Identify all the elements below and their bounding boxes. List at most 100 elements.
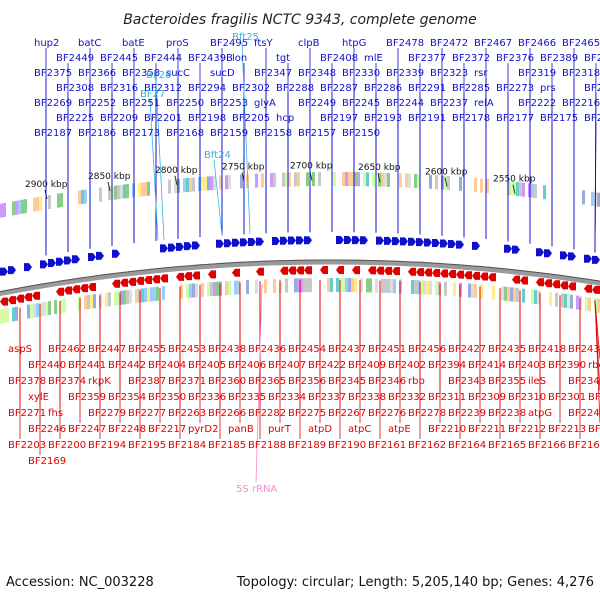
feature-bar-upper <box>507 181 510 196</box>
feature-bar-lower <box>435 281 438 296</box>
feature-bar-lower <box>555 292 558 307</box>
reverse-gene-label: BF2167 <box>568 440 600 451</box>
forward-gene-label: BF2253 <box>210 98 248 109</box>
kbp-tick-mark <box>174 175 178 185</box>
feature-bar-lower <box>567 294 570 309</box>
feature-bar-upper <box>486 179 489 194</box>
reverse-gene-label: BF2162 <box>408 440 446 451</box>
reverse-gene-arrow <box>16 294 24 303</box>
feature-bar-lower <box>0 309 3 324</box>
feature-bar-lower <box>510 287 513 302</box>
feature-bar-upper <box>372 172 375 187</box>
reverse-gene-label: BF2277 <box>128 408 166 419</box>
forward-gene-label: BF2319 <box>518 68 556 79</box>
reverse-gene-label: BF2440 <box>28 360 66 371</box>
forward-gene-arrow <box>296 236 304 245</box>
feature-bar-lower <box>129 289 132 304</box>
feature-bar-lower <box>306 278 309 293</box>
feature-bar-lower <box>135 289 138 304</box>
backbone-edge <box>0 259 600 293</box>
trna-leader <box>155 79 165 241</box>
feature-bar-lower <box>180 284 183 299</box>
reverse-gene-arrow <box>176 272 184 281</box>
forward-gene-label: BF2159 <box>210 128 248 139</box>
feature-bar-upper <box>240 174 243 189</box>
reverse-gene-label: BF2267 <box>328 408 366 419</box>
feature-bar-upper <box>351 172 354 187</box>
genome-backbone <box>0 259 600 297</box>
reverse-gene-label: rkpK <box>88 376 111 387</box>
feature-bar-lower <box>531 289 534 304</box>
reverse-gene-label: BF2212 <box>508 424 546 435</box>
feature-bar-lower <box>162 286 165 301</box>
feature-bar-lower <box>273 278 276 293</box>
feature-bar-lower <box>480 284 483 299</box>
feature-bar-lower <box>345 278 348 293</box>
feature-bar-lower <box>348 278 351 293</box>
reverse-gene-label: BF2405 <box>188 360 226 371</box>
forward-gene-arrow <box>344 236 352 245</box>
feature-bar-upper <box>3 203 6 218</box>
feature-bar-upper <box>513 181 516 196</box>
reverse-gene-label: BF2199 <box>588 424 600 435</box>
reverse-gene-arrow <box>136 276 144 285</box>
feature-bar-lower <box>120 290 123 305</box>
feature-bar-lower <box>39 302 42 317</box>
reverse-gene-label: BF2334 <box>268 392 306 403</box>
forward-gene-label: BF2250 <box>166 98 204 109</box>
feature-bar-upper <box>114 185 117 200</box>
feature-bar-upper <box>210 176 213 191</box>
gene-arrows-layer <box>0 236 600 306</box>
reverse-gene-label: BF2422 <box>308 360 346 371</box>
reverse-gene-label: BF2407 <box>268 360 306 371</box>
forward-gene-arrow <box>160 244 168 253</box>
forward-gene-arrow <box>56 257 64 266</box>
trna-gene-label: Bft25 <box>232 32 259 43</box>
reverse-gene-label: BF2310 <box>508 392 546 403</box>
reverse-gene-arrow <box>584 284 592 293</box>
feature-bar-lower <box>576 295 579 310</box>
feature-bar-lower <box>492 285 495 300</box>
forward-gene-arrow <box>456 240 464 249</box>
feature-bars-layer <box>0 172 600 324</box>
forward-gene-arrow <box>568 252 576 261</box>
feature-bar-upper <box>459 176 462 191</box>
reverse-gene-label: aspS <box>8 344 32 355</box>
feature-bar-upper <box>387 172 390 187</box>
feature-bar-lower <box>339 278 342 293</box>
forward-gene-label: BF2173 <box>122 128 160 139</box>
feature-bar-upper <box>474 178 477 193</box>
reverse-gene-label: BF2217 <box>148 424 186 435</box>
reverse-gene-arrow <box>256 267 264 276</box>
feature-bar-upper <box>198 177 201 192</box>
forward-gene-label: BF2375 <box>34 68 72 79</box>
forward-gene-label: BF2372 <box>452 53 490 64</box>
accession-label: Accession: NC_003228 <box>6 575 154 590</box>
feature-bar-lower <box>114 291 117 306</box>
reverse-gene-arrow <box>128 277 136 286</box>
feature-bar-upper <box>384 172 387 187</box>
reverse-gene-label: BF2161 <box>368 440 406 451</box>
backbone-arc <box>0 259 600 297</box>
feature-bar-lower <box>6 308 9 323</box>
reverse-gene-label: BF2311 <box>428 392 466 403</box>
feature-bar-lower <box>108 292 111 307</box>
forward-gene-label: BF2389 <box>540 53 578 64</box>
rrna-gene-label: 5S rRNA <box>236 484 277 495</box>
feature-bar-upper <box>417 174 420 189</box>
reverse-gene-label: pyrD2 <box>188 424 218 435</box>
genome-summary: Topology: circular; Length: 5,205,140 bp… <box>236 575 594 590</box>
feature-bar-lower <box>126 290 129 305</box>
reverse-gene-label: BF2284 <box>588 392 600 403</box>
feature-bar-upper <box>84 189 87 204</box>
forward-gene-arrow <box>544 249 552 258</box>
feature-bar-lower <box>471 283 474 298</box>
reverse-gene-label: BF2278 <box>408 408 446 419</box>
feature-bar-lower <box>27 304 30 319</box>
kbp-tick-label: 2750 kbp <box>222 162 265 172</box>
forward-gene-label: BF2225 <box>56 113 94 124</box>
forward-gene-label: BF2444 <box>144 53 182 64</box>
feature-bar-lower <box>33 303 36 318</box>
forward-gene-arrow <box>176 242 184 251</box>
reverse-gene-label: BF2402 <box>388 360 426 371</box>
